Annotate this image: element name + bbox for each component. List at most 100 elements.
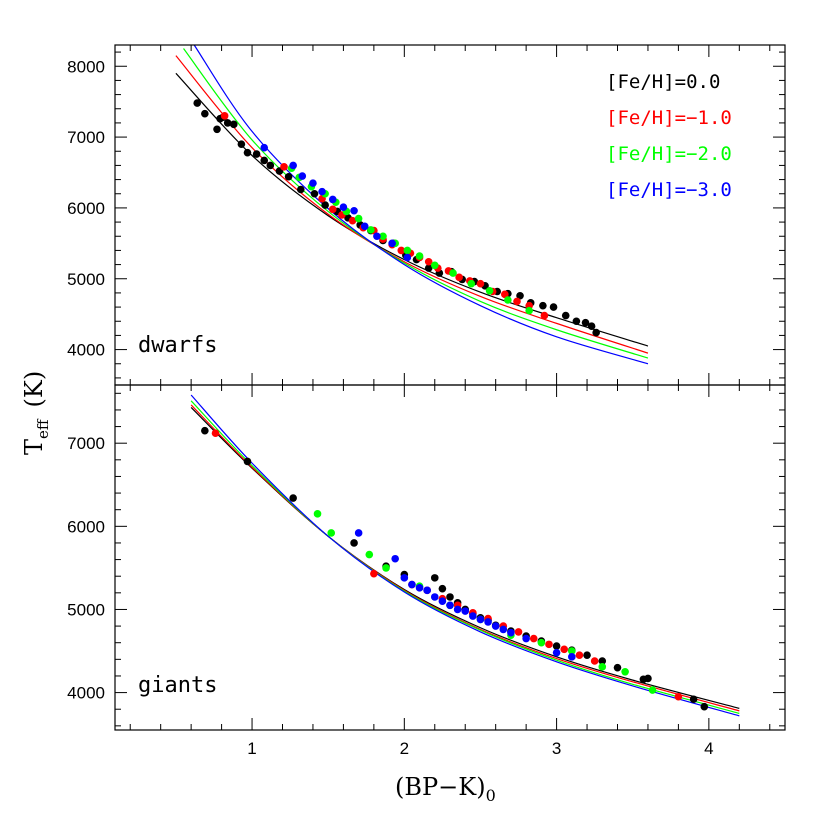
data-point (382, 564, 390, 572)
fit-curve (190, 394, 740, 717)
data-point (408, 580, 416, 589)
legend: [Fe/H]=0.0 [Fe/H]=−1.0 [Fe/H]=−2.0 [Fe/H]=−… (606, 71, 732, 201)
data-point (379, 232, 387, 241)
data-point (689, 695, 698, 704)
giants-curves (190, 394, 740, 717)
y-tick-label: 5000 (67, 270, 105, 289)
legend-entry: [Fe/H]=−1.0 (606, 107, 732, 129)
y-axis-label-unit: (K) (20, 371, 48, 408)
data-point (298, 172, 307, 180)
y-axis-label-subscript: eff (34, 418, 52, 439)
data-point (467, 279, 476, 288)
data-point (318, 187, 326, 196)
data-point (243, 457, 252, 466)
data-point (220, 112, 229, 120)
fit-curve (175, 72, 649, 347)
data-point (284, 172, 293, 181)
data-point (438, 597, 447, 605)
data-point (513, 297, 521, 306)
data-point (415, 584, 424, 592)
data-point (545, 640, 553, 649)
data-point (373, 232, 381, 241)
data-point (581, 318, 590, 327)
data-point (484, 618, 492, 626)
giants-panel: 4000 5000 6000 7000 1 2 3 4 giants (67, 384, 786, 758)
data-point (621, 668, 629, 676)
data-point (461, 607, 470, 615)
x-axis-label-subscript: 0 (486, 786, 496, 805)
data-point (321, 201, 329, 209)
data-point (491, 622, 500, 630)
data-point (516, 291, 524, 300)
data-point (354, 529, 363, 537)
data-point (201, 426, 209, 435)
data-point (537, 638, 546, 647)
data-point (252, 150, 261, 158)
y-tick-label: 8000 (67, 57, 105, 76)
data-point (648, 686, 657, 694)
x-tick-label: 1 (247, 739, 256, 758)
data-point (266, 161, 275, 170)
data-point (391, 554, 399, 563)
panel-label-giants: giants (138, 673, 217, 698)
y-tick-label: 7000 (67, 128, 105, 147)
x-axis-label: (BP−K)0 (395, 773, 496, 805)
data-point (598, 663, 607, 671)
fit-curve (190, 407, 740, 709)
data-point (560, 645, 569, 654)
y-tick-label: 4000 (67, 341, 105, 360)
data-point (561, 311, 570, 320)
data-point (424, 257, 433, 266)
data-point (514, 628, 523, 636)
data-point (313, 510, 322, 518)
data-point (309, 179, 317, 187)
data-point (552, 642, 561, 650)
y-tick-label: 5000 (67, 600, 105, 619)
data-point (296, 185, 305, 194)
data-point (310, 189, 319, 198)
dwarfs-curves (175, 44, 649, 365)
data-point (400, 574, 409, 582)
data-point (430, 574, 439, 582)
data-point (350, 539, 358, 547)
data-point (485, 286, 494, 295)
data-point (403, 246, 412, 255)
dwarfs-panel: 4000 5000 6000 7000 8000 dwarfs (67, 44, 786, 386)
data-point (211, 429, 220, 438)
data-point (583, 651, 591, 659)
data-point (598, 657, 607, 665)
data-point (423, 586, 431, 595)
data-point (700, 702, 709, 711)
data-point (350, 206, 358, 215)
data-point (438, 584, 447, 593)
data-point (592, 328, 600, 337)
data-point (328, 205, 337, 214)
fit-curve (183, 48, 649, 359)
fit-curve (175, 55, 649, 354)
x-tick-label: 3 (552, 739, 561, 758)
data-point (613, 663, 622, 672)
data-point (403, 253, 412, 262)
data-point (572, 317, 581, 326)
data-point (365, 550, 374, 559)
data-point (469, 612, 477, 620)
data-point (328, 195, 337, 204)
data-point (453, 605, 462, 614)
data-point (476, 279, 485, 288)
data-point (370, 569, 378, 578)
data-point (327, 529, 336, 537)
data-point (354, 214, 363, 223)
dwarfs-points (193, 99, 600, 337)
legend-entry: [Fe/H]=0.0 (606, 71, 720, 93)
data-point (388, 239, 396, 248)
data-point (590, 657, 599, 665)
data-point (455, 273, 463, 282)
data-point (367, 226, 375, 234)
data-point (430, 593, 439, 601)
data-point (430, 261, 439, 270)
data-point (568, 653, 576, 661)
y-tick-label: 6000 (67, 517, 105, 536)
x-tick-label: 2 (400, 739, 409, 758)
data-point (193, 99, 202, 107)
